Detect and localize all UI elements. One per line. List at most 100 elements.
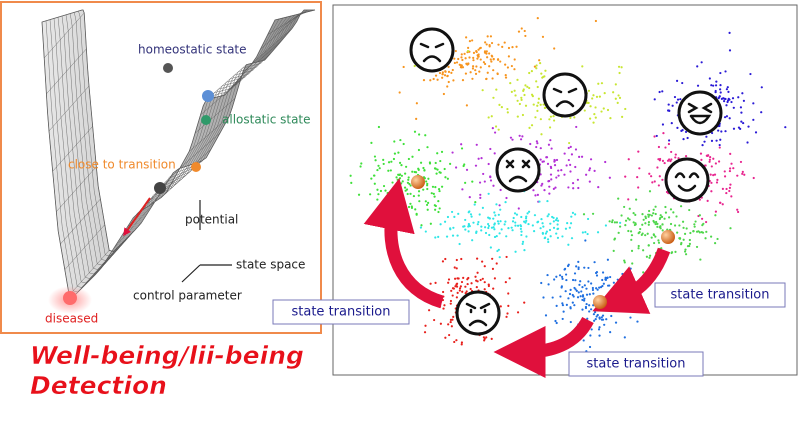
cluster-dot [682,138,685,141]
cluster-dot [594,116,597,119]
cluster-dot [548,126,552,129]
cluster-dot [613,221,617,224]
cluster-dot [429,79,432,82]
cluster-dot [520,230,523,233]
cluster-dot [658,175,661,178]
cluster-dot [561,304,565,307]
cluster-dot [658,90,661,94]
cluster-dot [628,207,631,210]
cluster-dot [673,95,677,99]
cluster-dot [539,158,542,161]
cluster-dot [439,171,442,174]
cluster-dot [623,259,626,262]
cluster-dot [617,65,621,68]
cluster-dot [482,61,486,64]
cluster-dot [647,223,650,226]
cluster-dot [401,180,404,183]
cluster-dot [703,140,706,143]
face-mouth [677,184,697,192]
cluster-dot [485,336,488,339]
cluster-dot [451,151,454,154]
cluster-dot [486,71,489,74]
cluster-dot [488,217,491,220]
cluster-dot [468,196,471,199]
state-ball [661,230,675,244]
cluster-dot [470,282,473,285]
cluster-dot [602,282,605,285]
cluster-dot [491,257,494,260]
cluster-dot [514,94,517,97]
cluster-dot [653,221,656,224]
cluster-dot [423,168,426,172]
cluster-dot [549,173,553,176]
cluster-dot [591,288,595,292]
cluster-dot [569,116,572,119]
cluster-dot [533,65,537,68]
cluster-dot [637,150,640,153]
cluster-dot [474,275,477,278]
cluster-dot [671,104,674,107]
cluster-dot [655,220,658,224]
cluster-dot [728,186,731,190]
cluster-dot [522,89,525,92]
cluster-dot [382,184,386,188]
cluster-dot [577,186,580,190]
cluster-dot [725,88,728,91]
cluster-dot [360,162,363,165]
cluster-dot [629,267,632,270]
cluster-dot [400,174,403,177]
cluster-dot [584,305,588,309]
cluster-dot [495,235,498,238]
cluster-dot [544,69,547,72]
cluster-dot [429,222,432,225]
cluster-dot [453,340,456,344]
cluster-dot [633,223,636,227]
cluster-dot [619,221,622,224]
cluster-dot [550,147,553,150]
cluster-dot [667,109,670,112]
cluster-dot [784,126,787,129]
cluster-dot [532,103,535,106]
cluster-dot [455,258,458,262]
cluster-dot [531,224,534,227]
cluster-dot [568,226,571,229]
cluster-dot [505,255,508,259]
cluster-dot [656,166,659,169]
cluster-dot [497,222,500,225]
cluster-dot [600,316,603,319]
cluster-dot [677,157,680,160]
cluster-dot [373,174,376,177]
cluster-dot [475,50,478,53]
cluster-dot [467,222,470,226]
cluster-dot [453,61,456,65]
cluster-dot [589,105,592,108]
cluster-dot [606,108,610,112]
cluster-dot [489,179,493,182]
cluster-dot [593,319,596,322]
grid-line [65,13,300,270]
cluster-dot [441,71,444,74]
cluster-dot [593,261,596,264]
cluster-dot [449,162,452,165]
cluster-dot [708,160,711,163]
cluster-dot [382,158,385,162]
cluster-dot [471,239,474,242]
cluster-dot [470,215,473,218]
cluster-dot [460,56,463,59]
cluster-dot [449,302,452,305]
cluster-dot [623,336,626,339]
cluster-dot [731,97,735,100]
cluster-dot [474,200,477,204]
cluster-dot [536,104,539,107]
cluster-dot [681,81,684,85]
cluster-dot [729,227,732,230]
cluster-dot [440,150,444,153]
cluster-dot [487,116,490,119]
cluster-dot [579,280,582,283]
cluster-dot [506,66,510,69]
cluster-dot [569,288,572,292]
cluster-dot [464,218,467,222]
cluster-dot [721,203,724,206]
cluster-dot [552,216,555,219]
cluster-dot [478,181,482,184]
